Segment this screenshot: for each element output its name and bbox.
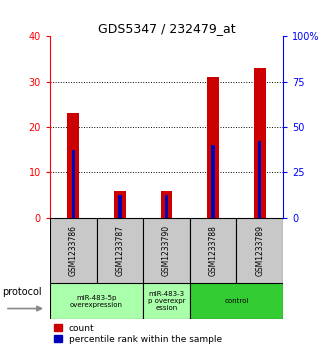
Bar — [211, 145, 215, 218]
Bar — [97, 218, 143, 283]
Bar — [190, 218, 236, 283]
Title: GDS5347 / 232479_at: GDS5347 / 232479_at — [98, 22, 235, 35]
Text: GSM1233786: GSM1233786 — [69, 225, 78, 276]
Bar — [50, 283, 143, 319]
Bar — [258, 140, 261, 218]
Bar — [190, 283, 283, 319]
Text: miR-483-3
p overexpr
ession: miR-483-3 p overexpr ession — [148, 291, 185, 311]
Text: miR-483-5p
overexpression: miR-483-5p overexpression — [70, 295, 123, 308]
Text: GSM1233787: GSM1233787 — [115, 225, 125, 276]
Text: control: control — [224, 298, 249, 304]
Bar — [72, 150, 75, 218]
Bar — [161, 191, 172, 218]
Text: GSM1233788: GSM1233788 — [208, 225, 218, 276]
Bar — [165, 195, 168, 218]
Bar — [254, 68, 266, 218]
Text: GSM1233790: GSM1233790 — [162, 225, 171, 276]
Bar — [143, 283, 190, 319]
Bar — [118, 195, 122, 218]
Legend: count, percentile rank within the sample: count, percentile rank within the sample — [55, 324, 222, 344]
Bar — [67, 113, 79, 218]
Bar — [114, 191, 126, 218]
Bar — [143, 218, 190, 283]
Bar — [236, 218, 283, 283]
Text: GSM1233789: GSM1233789 — [255, 225, 264, 276]
Bar — [207, 77, 219, 218]
Text: protocol: protocol — [3, 287, 42, 297]
Bar — [50, 218, 97, 283]
